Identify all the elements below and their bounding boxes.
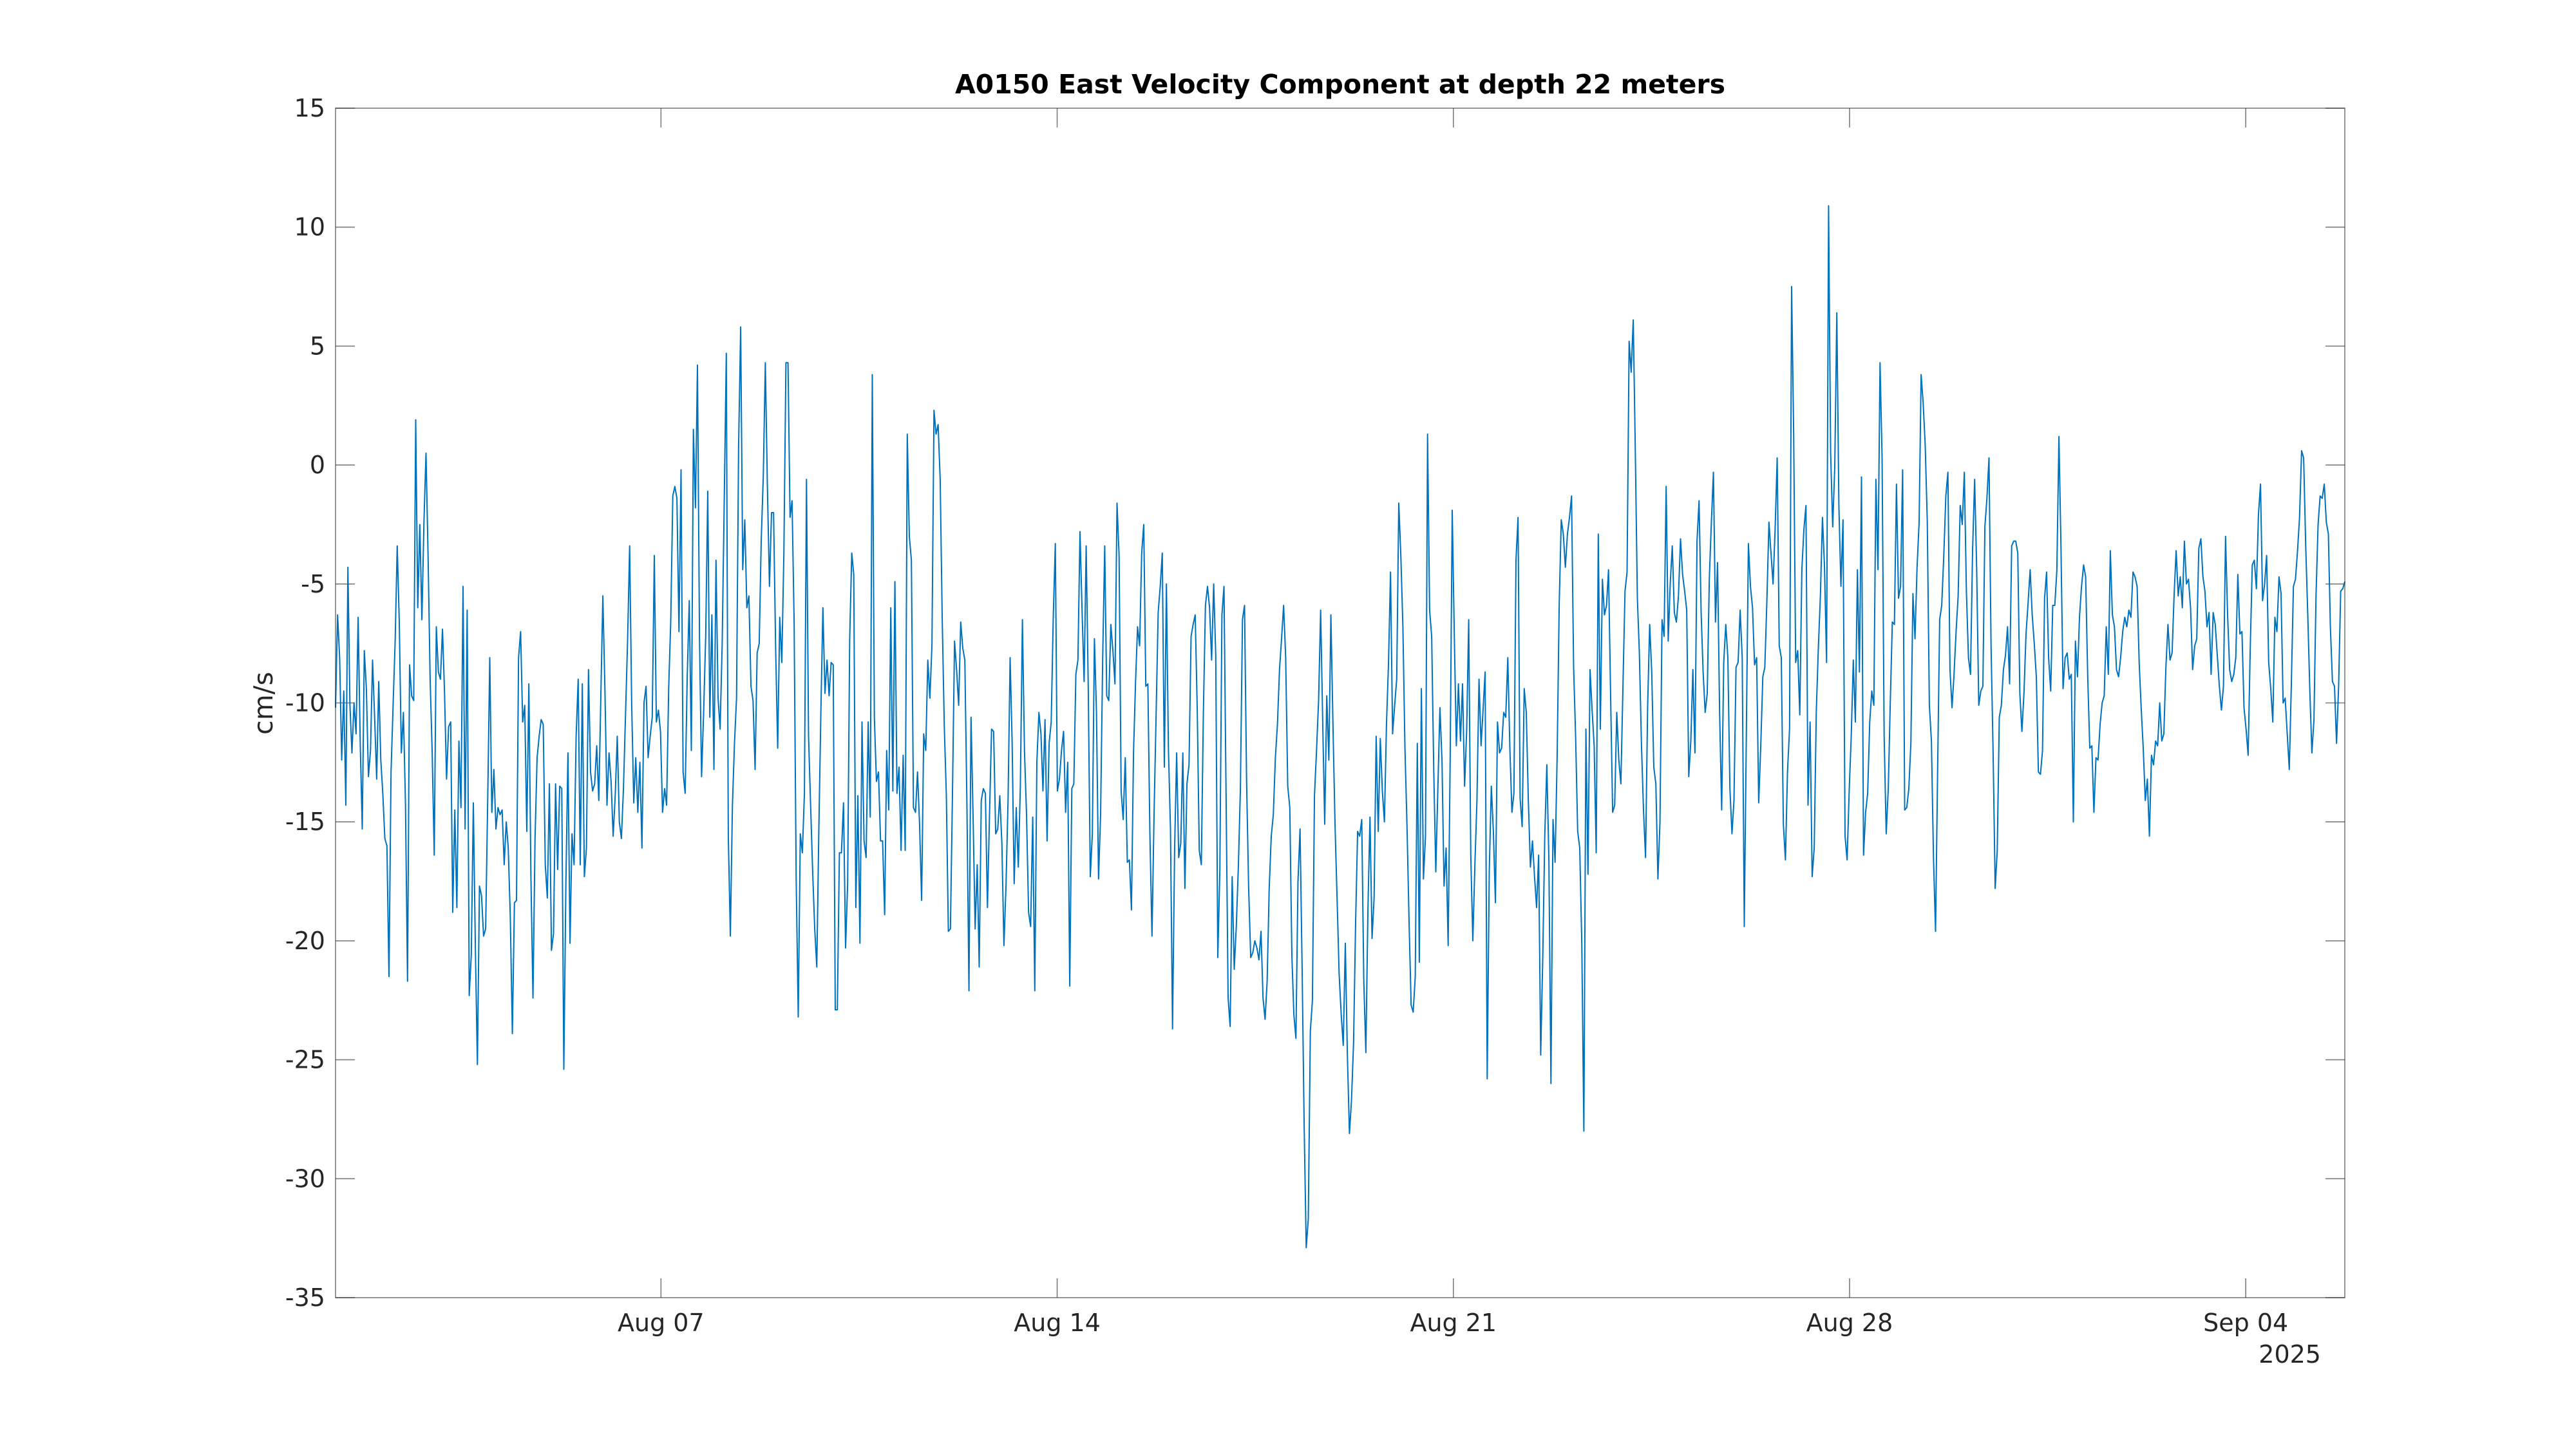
x-tick-label: Aug 21 [1410,1309,1497,1337]
y-tick-label: -25 [285,1046,325,1074]
x-axis-year-label: 2025 [2259,1340,2321,1368]
x-tick-label: Aug 14 [1014,1309,1101,1337]
y-tick-label: -5 [301,570,325,598]
plot-area [336,108,2345,1298]
x-tick-label: Aug 28 [1806,1309,1893,1337]
y-tick-label: 15 [294,94,325,122]
y-tick-label: -35 [285,1283,325,1312]
x-tick-label: Aug 07 [618,1309,705,1337]
y-tick-label: -30 [285,1164,325,1193]
y-tick-label: 0 [310,451,325,479]
y-tick-label: 10 [294,213,325,242]
labels-layer: 15 10 5 0 -5 -10 -15 -20 -25 -30 -35 Aug 07 Aug 14 Au… [285,94,2288,1337]
y-tick-label: 5 [310,332,325,360]
y-tick-label: -20 [285,927,325,955]
x-tick-label: Sep 04 [2203,1309,2288,1337]
series-line [335,205,2345,1249]
y-axis-label: cm/s [248,672,279,735]
y-tick-label: -15 [285,808,325,836]
plot-frame [335,108,2345,1298]
chart-title: A0150 East Velocity Component at depth 2… [955,69,1725,100]
y-tick-label: -10 [285,689,325,717]
